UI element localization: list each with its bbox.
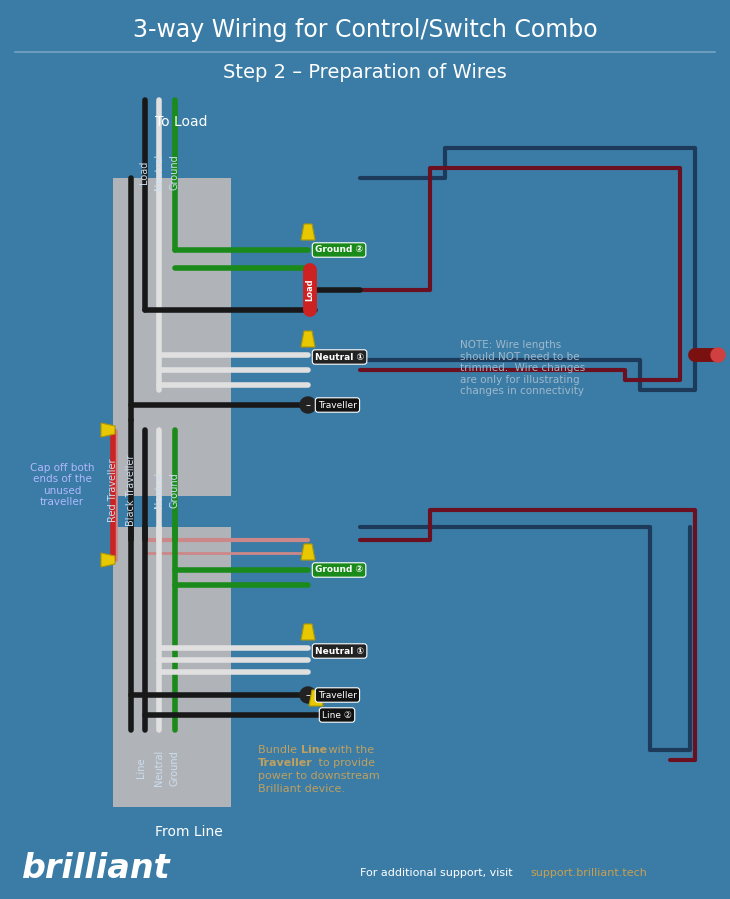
Polygon shape (101, 553, 115, 567)
Polygon shape (309, 690, 323, 706)
Text: Ground: Ground (170, 472, 180, 508)
Text: Ground ②: Ground ② (315, 565, 363, 574)
Text: Ground: Ground (170, 154, 180, 190)
Text: Traveller: Traveller (318, 400, 357, 410)
FancyBboxPatch shape (113, 527, 231, 807)
Polygon shape (301, 331, 315, 347)
Text: Traveller: Traveller (318, 690, 357, 699)
Text: Brilliant device.: Brilliant device. (258, 784, 345, 794)
FancyBboxPatch shape (113, 178, 231, 496)
Circle shape (711, 348, 725, 362)
Text: brilliant: brilliant (22, 851, 171, 885)
Text: Bundle: Bundle (258, 745, 301, 755)
Text: Step 2 – Preparation of Wires: Step 2 – Preparation of Wires (223, 64, 507, 83)
Text: Neutral ①: Neutral ① (315, 352, 364, 361)
Polygon shape (301, 544, 315, 560)
Text: support.brilliant.tech: support.brilliant.tech (530, 868, 647, 878)
Text: Line: Line (136, 758, 146, 779)
Polygon shape (301, 224, 315, 240)
Text: To Load: To Load (155, 115, 207, 129)
Text: Load: Load (139, 160, 149, 183)
Circle shape (300, 687, 316, 703)
Text: Neutral: Neutral (154, 750, 164, 786)
Text: to provide: to provide (315, 758, 375, 768)
Text: Line ②: Line ② (322, 710, 352, 719)
Polygon shape (101, 423, 115, 437)
Text: –: – (306, 690, 310, 700)
Text: Ground ②: Ground ② (315, 245, 363, 254)
Text: Load: Load (305, 279, 315, 301)
Text: Neutral: Neutral (154, 472, 164, 508)
Text: Black Traveller: Black Traveller (126, 454, 136, 526)
Text: Neutral: Neutral (154, 154, 164, 190)
Text: NOTE: Wire lengths
should NOT need to be
trimmed.  Wire changes
are only for ill: NOTE: Wire lengths should NOT need to be… (460, 340, 585, 396)
Text: Red Traveller: Red Traveller (108, 458, 118, 521)
Text: 3-way Wiring for Control/Switch Combo: 3-way Wiring for Control/Switch Combo (133, 18, 597, 42)
Text: Cap off both
ends of the
unused
traveller: Cap off both ends of the unused travelle… (30, 463, 94, 507)
Text: Neutral ①: Neutral ① (315, 646, 364, 655)
Text: From Line: From Line (155, 825, 223, 839)
Text: Traveller: Traveller (258, 758, 312, 768)
Text: Line: Line (301, 745, 327, 755)
Text: For additional support, visit: For additional support, visit (360, 868, 516, 878)
Text: power to downstream: power to downstream (258, 771, 380, 781)
Text: with the: with the (325, 745, 374, 755)
Circle shape (300, 397, 316, 413)
Text: –: – (306, 400, 310, 410)
Polygon shape (301, 624, 315, 640)
Text: Ground: Ground (170, 750, 180, 786)
